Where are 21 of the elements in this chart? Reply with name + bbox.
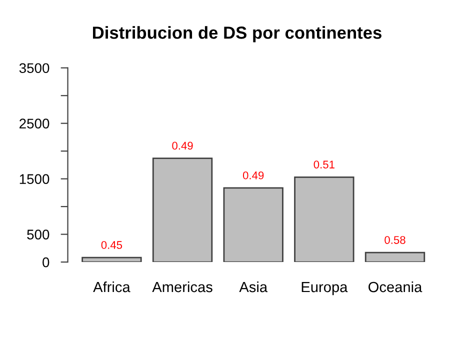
x-tick-label: Asia	[239, 281, 268, 292]
y-tick-label: 1500	[20, 174, 50, 184]
bar	[152, 158, 213, 262]
annotation: 0.51	[314, 160, 334, 168]
annotation: 0.45	[101, 241, 122, 249]
annotation: 0.49	[172, 142, 193, 150]
bar	[364, 252, 426, 262]
x-tick-label: Americas	[152, 281, 212, 292]
y-tick-label: 2500	[20, 118, 50, 129]
bar	[82, 256, 142, 262]
annotation: 0.49	[242, 171, 264, 180]
bar	[223, 187, 284, 262]
x-tick-label: Europa	[302, 282, 348, 296]
x-tick-label: Africa	[93, 281, 130, 292]
y-tick-label: 0	[42, 257, 50, 268]
y-tick-label: 500	[27, 230, 50, 240]
annotation: 0.58	[384, 236, 406, 244]
y-tick-label: 3500	[19, 63, 50, 74]
x-tick-label: Oceania	[368, 281, 422, 292]
chart-title: Distribucion de DS por continentes	[93, 26, 382, 42]
bar	[294, 176, 354, 262]
